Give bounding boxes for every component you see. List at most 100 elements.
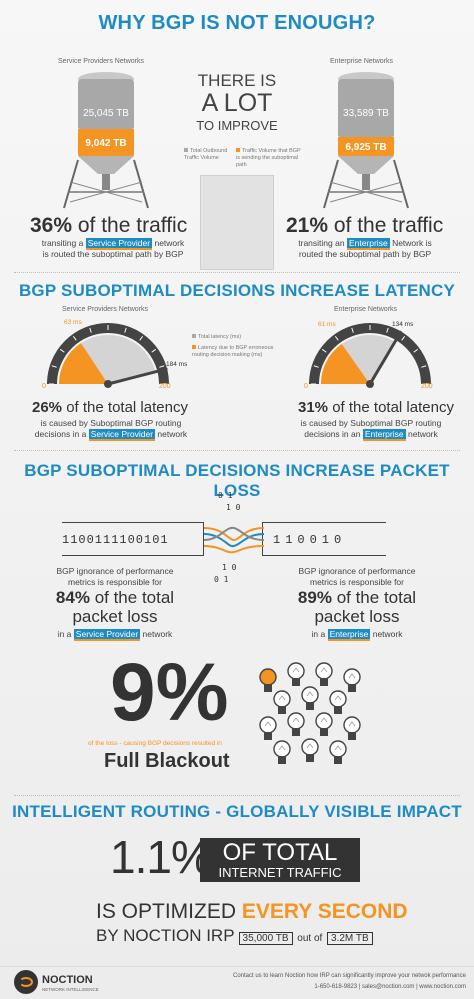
gauge-right-tick [351,327,354,333]
impact-percent: 1.1% [110,831,212,883]
gauge-left-tick [139,335,144,341]
lightbulb-icon [315,662,333,686]
legend-total-volume-text: Total Outbound Traffic Volume [184,148,228,161]
latency-gauge-left [47,323,169,388]
lightbulb-icon [287,712,305,736]
blackout-result: Full Blackout [104,750,230,772]
center-line3: TO IMPROVE [196,118,278,133]
gauge-right-tick [386,327,389,333]
gauge-left-label: Service Providers Networks [62,306,148,313]
svg-text:0 1: 0 1 [214,575,229,584]
latency-legend: Total latency (ms) Latency due to BGP er… [192,334,288,359]
gauge-right-tick [313,365,319,368]
sp-latency-desc: is caused by Suboptimal BGP routing deci… [34,418,188,441]
center-line2: A LOT [201,89,273,117]
ent-latency-headline: 31% of the total latency [298,399,454,416]
legend-total-latency: Total latency (ms) [192,334,288,341]
silo-left-total: 25,045 TB [83,108,129,119]
gauge-left-tick [59,348,65,353]
footer-brand-sub: NETWORK INTELLIGENCE [42,987,99,992]
lightbulb-icon [273,690,291,714]
lightbulb-icon [301,686,319,710]
gauge-left-orange-sector [59,343,108,384]
divider [14,450,460,451]
gauge-left-total-value: 184 ms [166,361,188,368]
silo-right-total: 33,589 TB [343,108,389,119]
lightbulb-icon [259,716,277,740]
footer-contact: Contact us to learn Noction how IRP can … [232,973,466,979]
silo-left-label: Service Providers Networks [58,58,144,65]
ent-loss-desc: BGP ignorance of performance metrics is … [297,566,417,641]
sp-traffic-headline: 36% of the traffic [30,214,188,237]
footer-details[interactable]: 1-650-618-9823 | sales@noction.com | www… [314,984,466,990]
gauge-left-min: 0 [42,383,46,390]
gauge-right-min: 0 [304,383,308,390]
svg-text:0 1: 0 1 [218,491,233,500]
footer-brand: NOCTION [42,974,93,986]
latency-gauge-right [309,323,431,388]
impact-box-line2: INTERNET TRAFFIC [218,865,342,880]
noction-logo-icon [14,970,38,994]
gauge-left-tick [89,327,92,333]
gauge-left-orange-value: 63 ms [64,319,82,326]
gauge-right-max: 200 [421,383,433,390]
ent-latency-desc: is caused by Suboptimal BGP routing deci… [300,418,442,441]
silo-right-stand [323,156,409,209]
gauge-left-tick [151,348,157,353]
divider [14,272,460,273]
sp-loss-desc: BGP ignorance of performance metrics is … [55,566,175,641]
gauge-right-grey-sector [341,335,395,384]
gauge-right-label: Enterprise Networks [334,306,398,313]
impact-val1: 35,000 TB [238,932,293,945]
legend-suboptimal: Traffic Volume that BGP is sending the s… [236,148,302,169]
divider [14,795,460,796]
legend-suboptimal-text: Traffic Volume that BGP is sending the s… [236,148,301,168]
sp-traffic-desc: transiting a Service Provider network is… [41,238,185,259]
gauge-right-needle [368,330,403,386]
cable-left: 1100111100101 [62,522,204,556]
gauge-left-needle [106,367,168,386]
legend-bgp-latency: Latency due to BGP erroneous routing dec… [192,345,274,358]
gauge-right-orange-sector [321,343,370,384]
gauge-right-tick [421,365,427,368]
ent-traffic-headline: 21% of the traffic [286,214,444,237]
gauge-left-tick [51,365,57,368]
gauge-left-max: 200 [159,383,171,390]
lightbulb-icon [315,712,333,736]
lightbulb-icon [343,716,361,740]
lightbulb-icon [259,668,277,692]
silo-left-stand [63,156,149,209]
impact-box: OF TOTAL INTERNET TRAFFIC [200,838,360,882]
lightbulb-icon [287,662,305,686]
gauge-right-total-value: 134 ms [392,321,414,328]
page-title: WHY BGP IS NOT ENOUGH? [98,12,376,34]
gauge-right-tick [413,348,419,353]
impact-box-line1: OF TOTAL [222,839,338,866]
impact-line-b: BY NOCTION IRP 35,000 TB out of 3.2M TB [96,926,373,946]
gauge-left-tick [124,327,127,333]
cable-wires: 0 1 1 0 1 0 0 1 [204,491,264,584]
footer [0,966,474,999]
cable-right: 110010 [262,522,386,556]
lightbulb-icon [329,740,347,764]
lightbulb-icon [301,738,319,762]
gauge-left-tick [159,365,165,368]
gauge-right-orange-value: 61 ms [318,321,336,328]
blackout-desc: of the loss - causing BGP decisions resu… [88,740,222,747]
gauge-right-tick [321,348,327,353]
server-rack-decoration [200,175,274,270]
gauge-left-grey-sector [81,335,156,384]
gauge-right-tick [334,335,339,341]
gauge-right-hub [366,380,374,388]
silo-left-sub: 9,042 TB [85,138,127,149]
gauge-right-tick [401,335,406,341]
legend-total-volume: Total Outbound Traffic Volume [184,148,232,162]
latency-section-title: BGP SUBOPTIMAL DECISIONS INCREASE LATENC… [18,281,456,300]
gauge-left-tick [72,335,77,341]
center-line1: THERE IS [197,71,277,90]
gauge-left-hub [104,380,112,388]
lightbulb-icon [329,690,347,714]
blackout-percent: 9% [110,647,229,738]
svg-text:1 0: 1 0 [222,563,237,572]
lightbulb-icon [273,740,291,764]
